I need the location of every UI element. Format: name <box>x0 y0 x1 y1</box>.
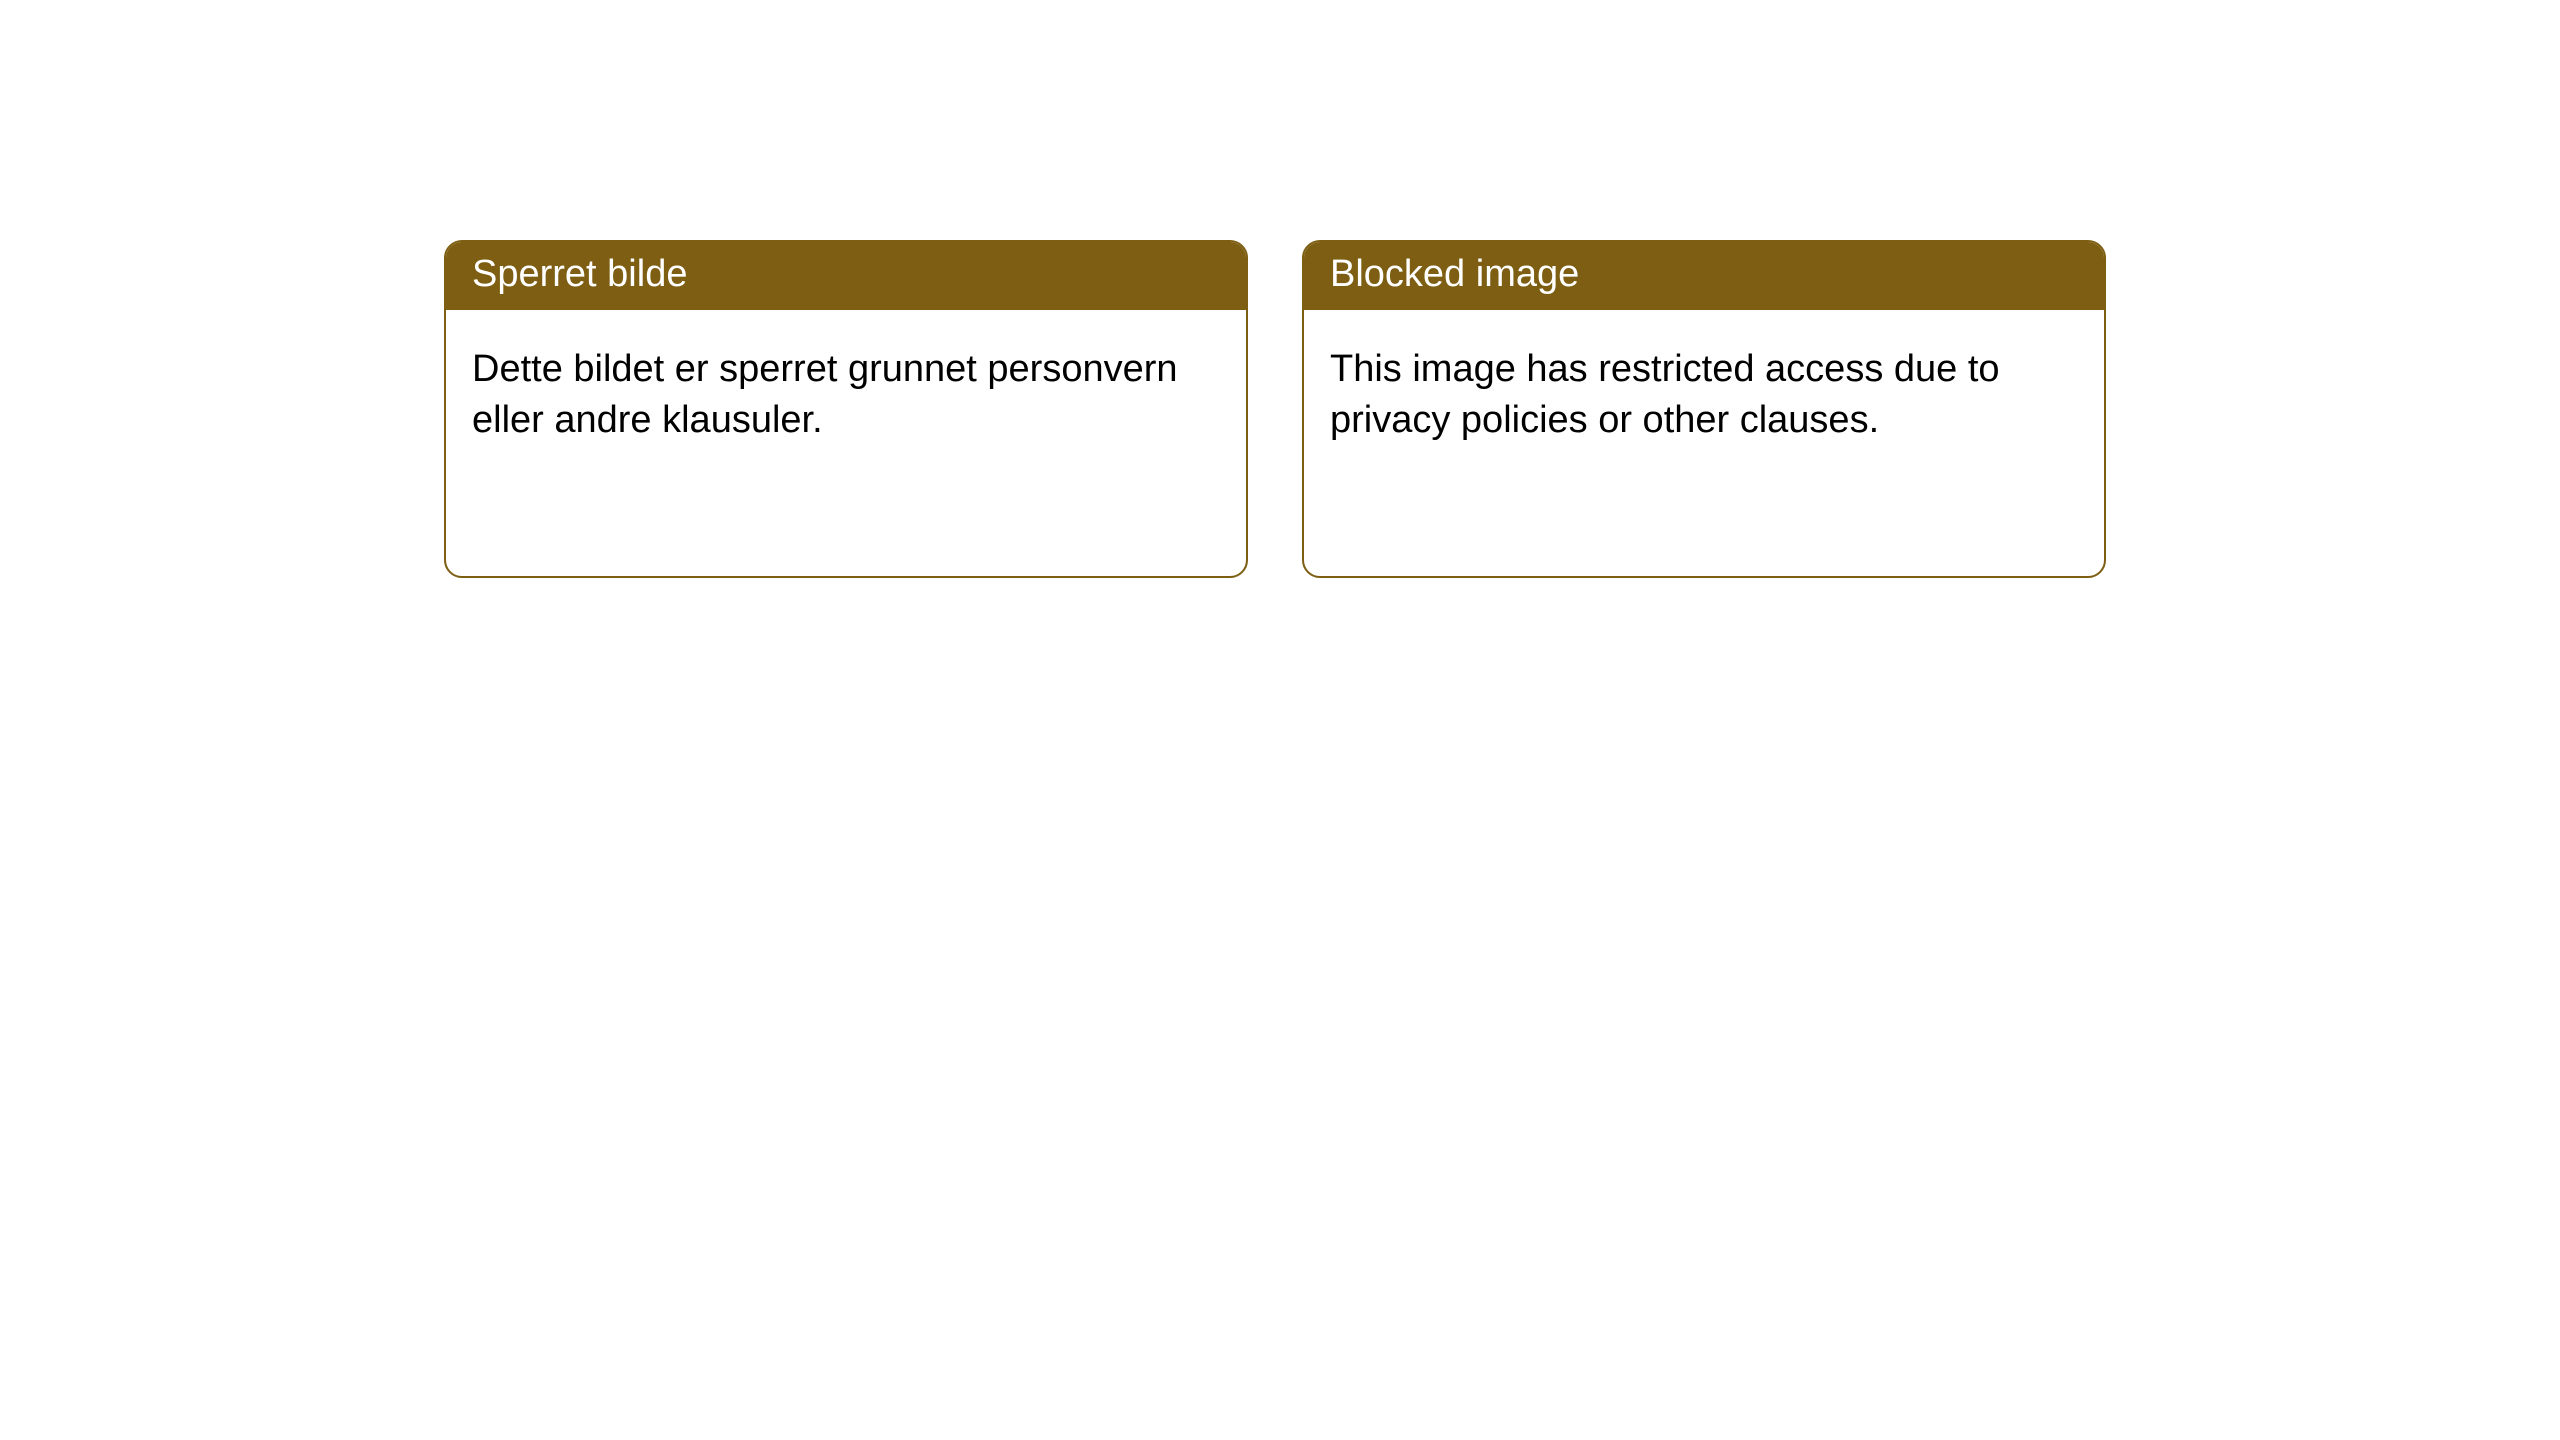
notice-container: Sperret bilde Dette bildet er sperret gr… <box>0 0 2560 578</box>
card-title-no: Sperret bilde <box>446 242 1246 310</box>
blocked-image-card-no: Sperret bilde Dette bildet er sperret gr… <box>444 240 1248 578</box>
card-title-en: Blocked image <box>1304 242 2104 310</box>
card-body-no: Dette bildet er sperret grunnet personve… <box>446 310 1246 481</box>
card-body-en: This image has restricted access due to … <box>1304 310 2104 481</box>
blocked-image-card-en: Blocked image This image has restricted … <box>1302 240 2106 578</box>
